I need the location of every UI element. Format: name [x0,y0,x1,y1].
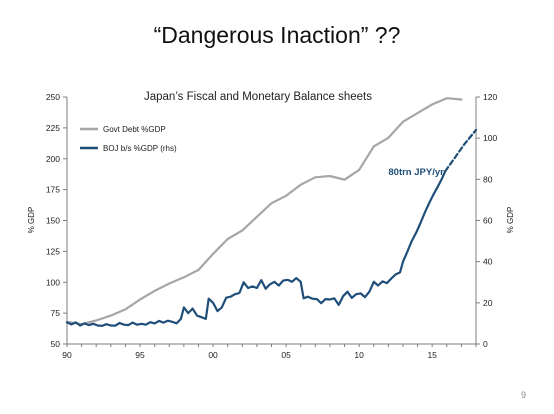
y-tick-label-right: 20 [483,298,493,308]
x-tick-label: 05 [281,350,291,360]
y-tick-label-left: 225 [46,123,60,133]
chart-title: Japan’s Fiscal and Monetary Balance shee… [144,91,372,103]
slide-title: “Dangerous Inaction” ?? [153,22,401,48]
y-tick-label-right: 80 [483,174,493,184]
x-tick-label: 15 [427,350,437,360]
y-tick-label-right: 0 [483,339,488,349]
y-tick-label-left: 150 [46,216,60,226]
page-number: 9 [520,390,526,400]
annotation-label: 80trn JPY/yr [388,167,444,178]
series-line-boj [65,170,447,327]
y-tick-label-right: 60 [483,216,493,226]
y-tick-label-left: 75 [51,308,61,318]
axes-group: 50 75 100 125 150 175 200 225 250 0 20 40 60 80 100 120… [46,92,498,360]
y-axis-label-right: % GDP [506,207,515,234]
legend: Govt Debt %GDP BOJ b/s %GDP (rhs) [80,125,177,153]
y-tick-label-left: 175 [46,185,60,195]
y-tick-label-left: 200 [46,154,60,164]
y-axis-label-left: % GDP [27,207,36,234]
series-line-govt-debt [65,97,463,326]
y-tick-label-left: 125 [46,246,60,256]
y-tick-label-right: 40 [483,257,493,267]
series-group [65,97,478,327]
x-tick-label: 95 [135,350,145,360]
legend-item-govt-debt-label: Govt Debt %GDP [103,125,166,134]
y-tick-label-left: 250 [46,92,60,102]
x-tick-label: 00 [208,350,218,360]
y-tick-label-right: 100 [483,133,497,143]
y-tick-label-left: 100 [46,277,60,287]
legend-item-boj-label: BOJ b/s %GDP (rhs) [103,144,177,153]
annotations-group: 80trn JPY/yr [388,167,444,178]
x-tick-label: 10 [354,350,364,360]
y-tick-label-left: 50 [51,339,61,349]
x-tick-label: 90 [62,350,72,360]
y-tick-label-right: 120 [483,92,497,102]
series-line-boj-projection [444,128,478,173]
